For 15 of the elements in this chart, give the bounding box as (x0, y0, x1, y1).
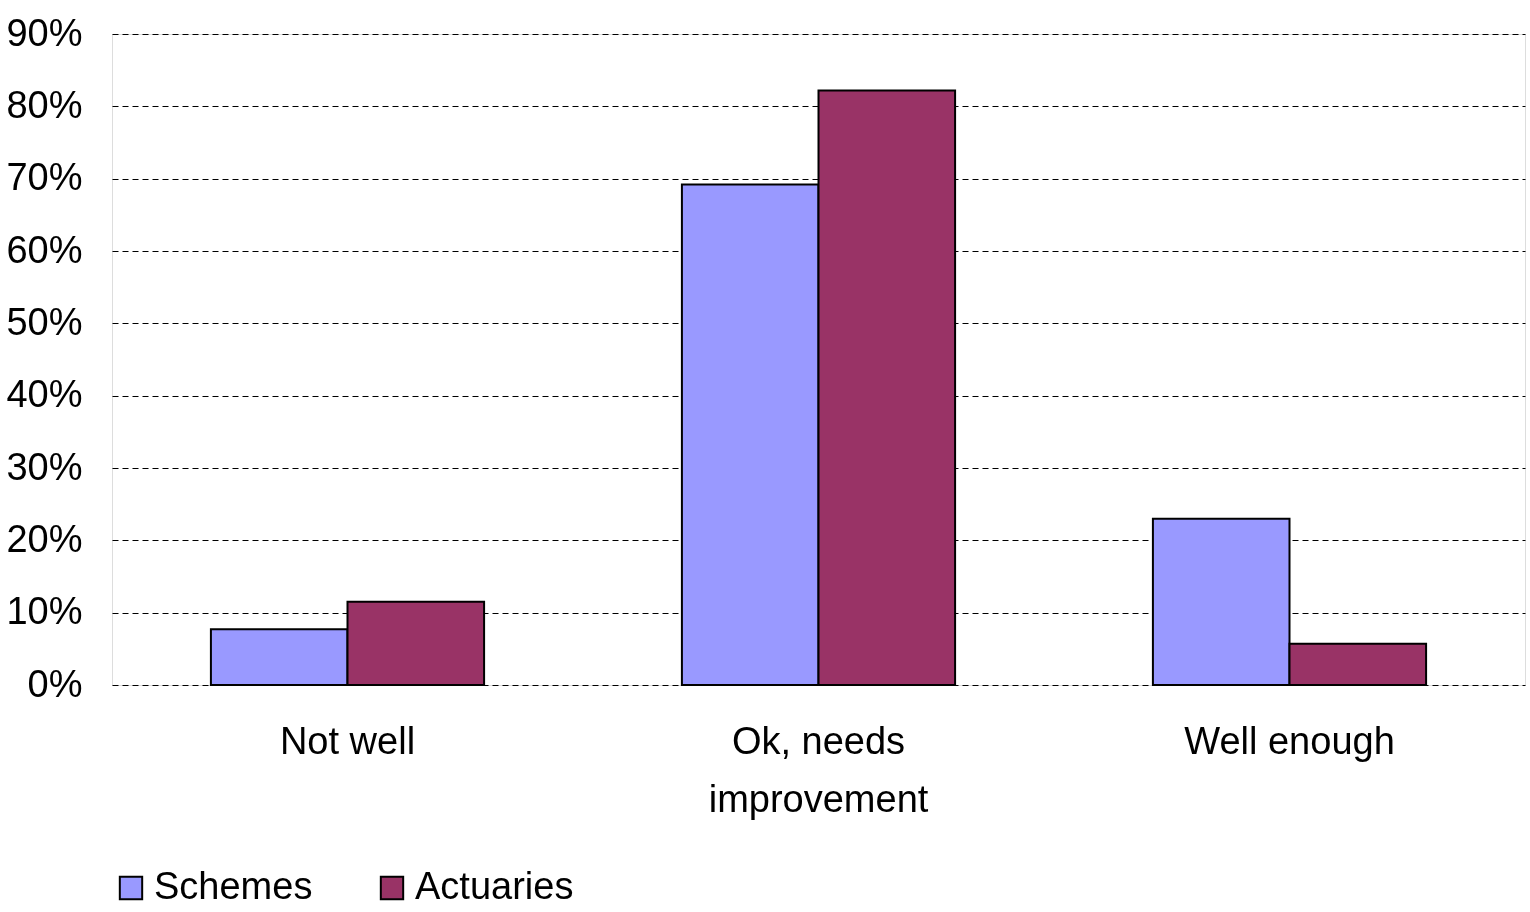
y-tick-label: 0% (27, 662, 83, 705)
x-tick-label: Well enough (1184, 719, 1395, 762)
y-tick-label: 40% (6, 373, 83, 416)
x-tick-label: Ok, needs improvement (708, 719, 929, 820)
y-tick-label: 10% (6, 590, 83, 633)
y-tick-label: 90% (6, 11, 83, 54)
y-tick-label: 50% (6, 300, 83, 343)
y-tick-label: 30% (6, 445, 83, 488)
y-tick-label: 80% (6, 83, 83, 126)
y-tick-label: 60% (6, 228, 83, 271)
y-tick-label: 20% (6, 517, 83, 560)
y-tick-label: 70% (6, 156, 83, 199)
legend-label: Actuaries (415, 865, 574, 907)
x-tick-label: Not well (279, 719, 416, 762)
legend-label: Schemes (154, 865, 313, 907)
